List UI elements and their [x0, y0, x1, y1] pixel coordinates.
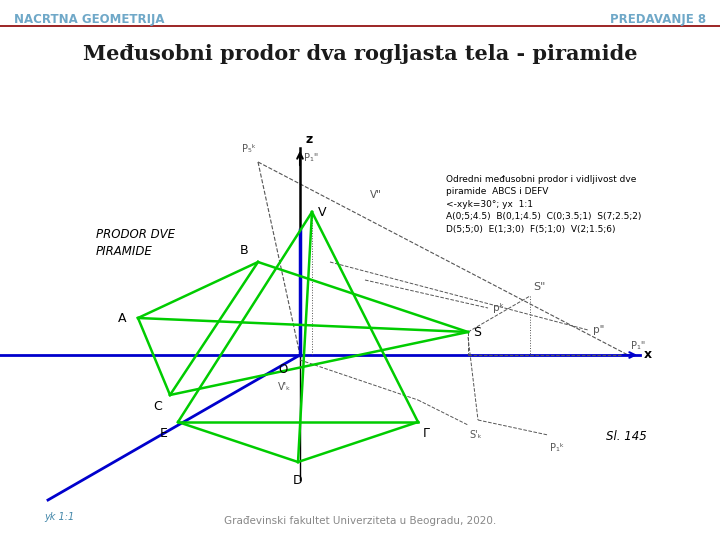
Text: S": S": [533, 282, 545, 292]
Text: P₁": P₁": [631, 341, 645, 351]
Text: S'ₖ: S'ₖ: [469, 430, 482, 440]
Text: PRODOR DVE
PIRAMIDE: PRODOR DVE PIRAMIDE: [96, 228, 175, 258]
Text: Građevinski fakultet Univerziteta u Beogradu, 2020.: Građevinski fakultet Univerziteta u Beog…: [224, 516, 496, 526]
Text: V": V": [370, 190, 382, 200]
Text: V'ₖ: V'ₖ: [279, 382, 292, 392]
Text: P₁": P₁": [304, 153, 318, 163]
Text: x: x: [644, 348, 652, 361]
Text: PREDAVANJE 8: PREDAVANJE 8: [610, 13, 706, 26]
Text: P₁ᵏ: P₁ᵏ: [550, 443, 564, 453]
Text: B: B: [239, 244, 248, 257]
Text: NACRTNA GEOMETRIJA: NACRTNA GEOMETRIJA: [14, 13, 164, 26]
Text: C: C: [153, 400, 162, 413]
Text: D: D: [293, 474, 303, 487]
Text: Odredni međusobni prodor i vidljivost dve
piramide  ABCS i DEFV
<-xyk=30°; yx  1: Odredni međusobni prodor i vidljivost dv…: [446, 175, 642, 234]
Text: pᵏ: pᵏ: [493, 303, 504, 313]
Text: Međusobni prodor dva rogljasta tela - piramide: Međusobni prodor dva rogljasta tela - pi…: [83, 44, 637, 64]
Text: p": p": [593, 325, 604, 335]
Text: O: O: [279, 363, 288, 376]
Text: Sl. 145: Sl. 145: [606, 430, 647, 443]
Text: E: E: [160, 427, 168, 440]
Text: Γ: Γ: [423, 427, 430, 440]
Text: P₅ᵏ: P₅ᵏ: [242, 144, 256, 154]
Text: z: z: [305, 133, 312, 146]
Text: S: S: [473, 326, 481, 339]
Text: A: A: [117, 312, 126, 325]
Text: V: V: [318, 206, 326, 219]
Text: yk 1:1: yk 1:1: [44, 512, 74, 522]
